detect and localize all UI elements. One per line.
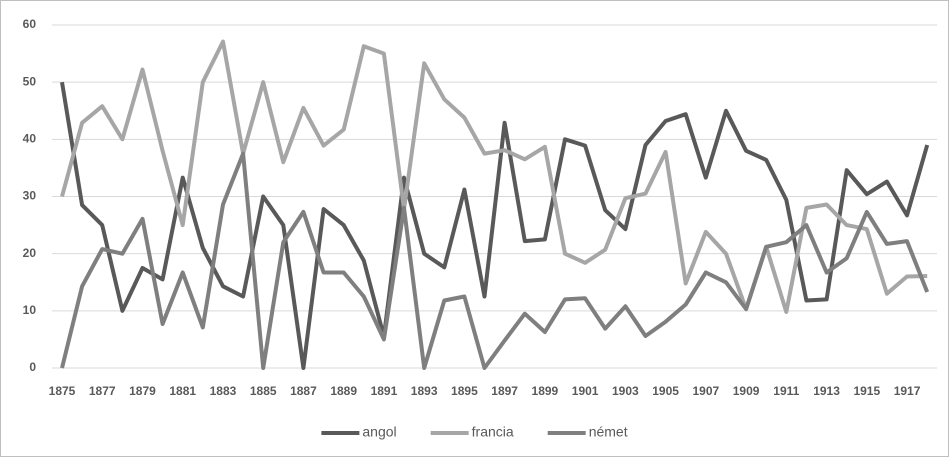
x-tick-label: 1891	[371, 384, 398, 398]
x-tick-label: 1911	[773, 384, 799, 398]
series-line	[60, 81, 930, 370]
legend-label: angol	[362, 424, 396, 440]
x-tick-label: 1881	[169, 384, 196, 398]
x-tick-label: 1901	[572, 384, 599, 398]
series-line	[60, 151, 930, 370]
x-tick-label: 1879	[129, 384, 156, 398]
y-tick-label: 40	[23, 132, 37, 146]
y-tick-label: 50	[23, 74, 37, 88]
legend-label: német	[589, 424, 628, 440]
x-tick-label: 1875	[49, 384, 76, 398]
y-tick-label: 60	[23, 17, 37, 31]
y-tick-label: 0	[29, 360, 36, 374]
x-tick-label: 1887	[290, 384, 317, 398]
x-tick-label: 1907	[692, 384, 719, 398]
x-tick-label: 1895	[451, 384, 478, 398]
x-tick-label: 1913	[813, 384, 840, 398]
x-tick-label: 1877	[89, 384, 116, 398]
x-tick-label: 1885	[250, 384, 277, 398]
x-tick-label: 1905	[652, 384, 679, 398]
x-tick-label: 1909	[733, 384, 760, 398]
legend-label: francia	[472, 424, 514, 440]
y-tick-label: 30	[23, 189, 37, 203]
x-tick-label: 1915	[853, 384, 880, 398]
x-tick-label: 1883	[210, 384, 237, 398]
series-line	[60, 39, 928, 314]
x-tick-label: 1897	[491, 384, 518, 398]
x-tick-label: 1899	[532, 384, 559, 398]
y-tick-label: 10	[23, 303, 37, 317]
x-tick-label: 1893	[411, 384, 438, 398]
x-tick-label: 1903	[612, 384, 639, 398]
x-tick-label: 1917	[894, 384, 921, 398]
x-tick-label: 1889	[330, 384, 357, 398]
y-tick-label: 20	[23, 246, 37, 260]
